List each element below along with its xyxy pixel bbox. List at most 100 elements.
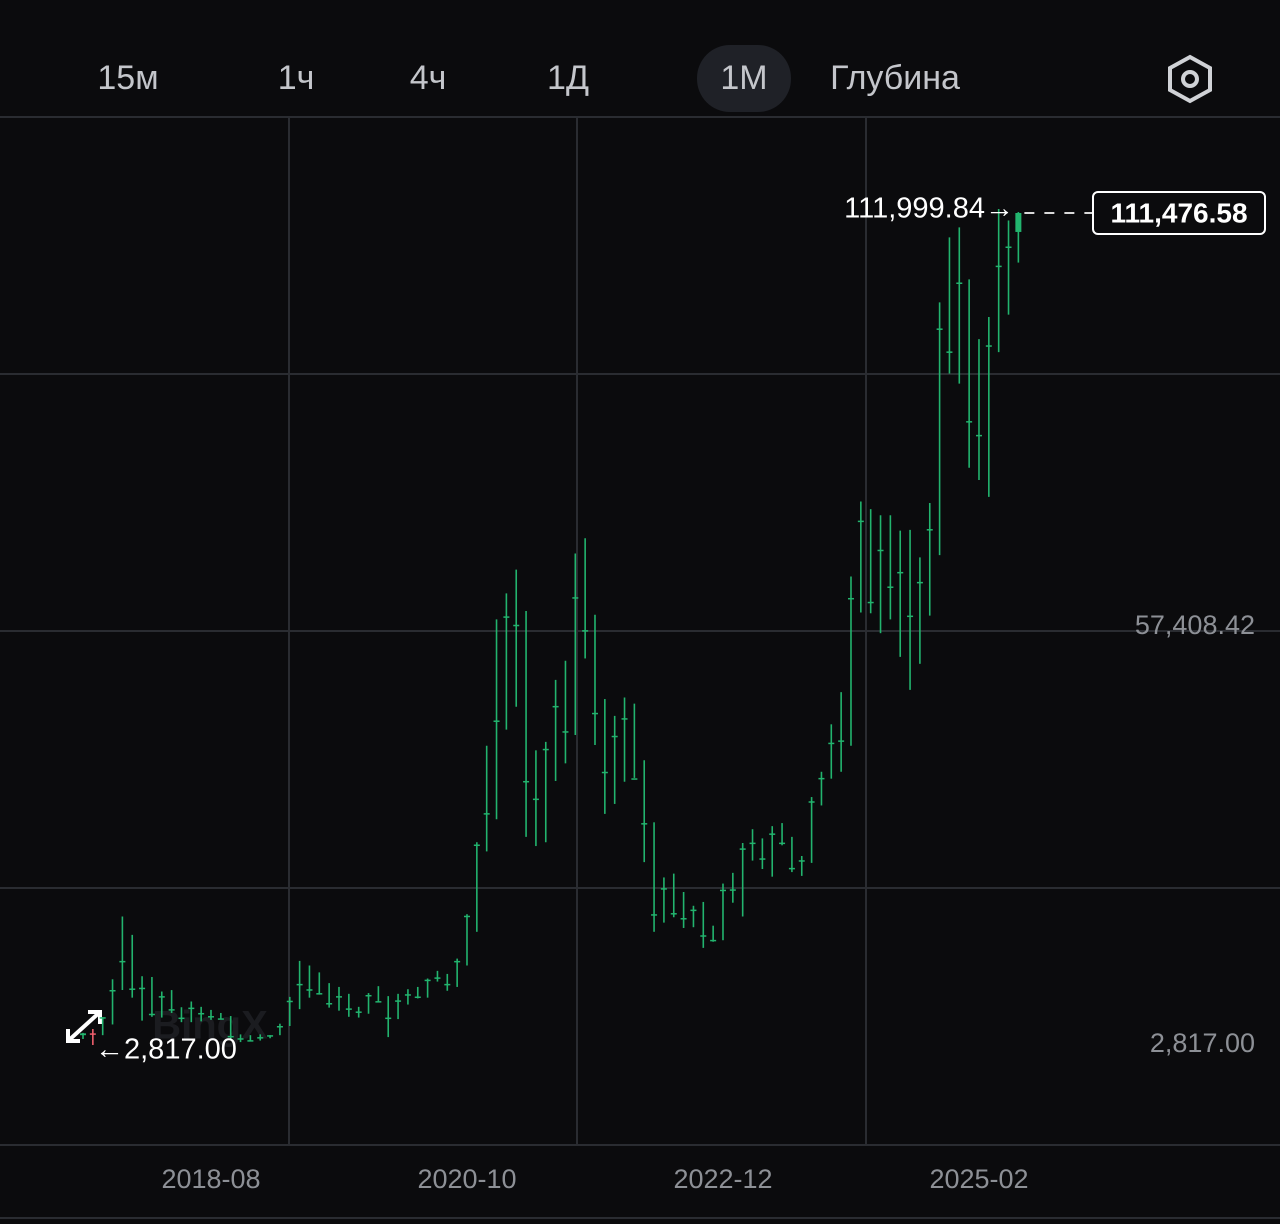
candle-body	[454, 960, 461, 963]
candle-body	[139, 987, 146, 990]
candle-body	[424, 979, 431, 982]
candle-body	[483, 813, 490, 815]
tab[interactable]: 1М	[720, 59, 767, 97]
x-tick-label: 2025-02	[929, 1164, 1028, 1194]
timeframe-tabs: 15м 1ч 4ч 1Д 1М Глубина	[97, 45, 960, 112]
candle-body	[719, 889, 726, 892]
candle-body	[552, 705, 559, 708]
candle-body	[591, 712, 598, 715]
candle-body	[385, 1017, 392, 1020]
candle-body	[779, 842, 786, 845]
tab[interactable]: 1Д	[547, 59, 589, 97]
grid	[0, 116, 1280, 1219]
candle-body	[503, 616, 510, 618]
candle-body	[867, 601, 874, 604]
tab[interactable]: 4ч	[410, 59, 447, 97]
candle-body	[956, 282, 963, 284]
candle-body	[798, 860, 805, 862]
candle-body	[739, 848, 746, 850]
candle-body	[217, 1018, 224, 1020]
last-price-box	[1092, 190, 1266, 235]
candle-body	[532, 798, 539, 801]
candle-body	[651, 914, 658, 916]
candle-body	[345, 1008, 352, 1010]
candle-body	[621, 718, 628, 720]
candle-body	[995, 265, 1002, 268]
candle-body	[729, 889, 736, 891]
candle-body	[857, 520, 864, 523]
candle-body	[316, 993, 323, 995]
candle-body	[227, 1035, 234, 1038]
candle-body	[99, 1017, 106, 1019]
candle-body	[1005, 246, 1012, 249]
candle-body	[975, 434, 982, 437]
candle-body	[897, 571, 904, 574]
candle-body	[769, 833, 776, 835]
candle-body	[847, 597, 854, 600]
candle-body	[493, 720, 500, 722]
candle-body	[198, 1012, 205, 1015]
candle-body	[335, 996, 342, 998]
low-annotation: ←2,817.00	[95, 1034, 237, 1066]
candle-body	[89, 1033, 96, 1035]
candle-body	[306, 989, 313, 991]
candle-body	[444, 983, 451, 986]
candle-body	[1015, 212, 1022, 232]
candle-body	[808, 801, 815, 803]
x-tick-label: 2018-08	[161, 1164, 260, 1194]
candle-body	[907, 615, 914, 618]
candle-body	[926, 529, 933, 531]
candle-body	[247, 1040, 254, 1042]
candle-body	[611, 735, 618, 738]
candle-body	[414, 996, 421, 999]
plot: 57,408.42 2,817.00 2018-08 2020-10 2022-12 20…	[80, 190, 1266, 1194]
candle-body	[690, 909, 697, 912]
candle-body	[700, 935, 707, 937]
candle-body	[188, 1007, 195, 1010]
candle-body	[375, 1001, 382, 1003]
candle-body	[670, 913, 677, 915]
candle-body	[237, 1038, 244, 1040]
candle-body	[680, 918, 687, 920]
candle-body	[148, 1013, 155, 1016]
candle-body	[286, 1000, 293, 1003]
candle-body	[542, 748, 549, 751]
last-price-label: 111,476.58	[1110, 197, 1247, 228]
candle-body	[434, 977, 441, 979]
settings-icon[interactable]	[1168, 54, 1212, 104]
candle-body	[129, 988, 136, 990]
candle-body	[276, 1025, 283, 1028]
candle-body	[395, 1000, 402, 1002]
candle-body	[966, 421, 973, 423]
candle-body	[710, 939, 717, 942]
candle-body	[523, 780, 530, 783]
candle-body	[168, 1009, 175, 1011]
candle-body	[641, 823, 648, 825]
candle-body	[818, 777, 825, 780]
tab[interactable]: Глубина	[830, 59, 960, 97]
candle-body	[985, 345, 992, 347]
candle-body	[158, 996, 165, 998]
candle-body	[296, 983, 303, 986]
candle-body	[404, 994, 411, 996]
candle-body	[119, 960, 126, 963]
candle-body	[572, 597, 579, 599]
tab[interactable]: 15м	[97, 59, 158, 97]
candle-body	[513, 624, 520, 627]
candle-body	[473, 844, 480, 847]
y-tick-label: 2,817.00	[1150, 1028, 1255, 1058]
candle-body	[887, 586, 894, 588]
candle-body	[365, 994, 372, 997]
candle-body	[749, 842, 756, 845]
candle-body	[660, 888, 667, 890]
candle-body	[838, 740, 845, 742]
candle-body	[936, 328, 943, 330]
candle-body	[562, 731, 569, 733]
candle-body	[582, 630, 589, 632]
candle-body	[788, 867, 795, 870]
expand-icon[interactable]	[66, 1010, 102, 1043]
candle-body	[80, 1033, 86, 1036]
tab[interactable]: 1ч	[278, 59, 315, 97]
